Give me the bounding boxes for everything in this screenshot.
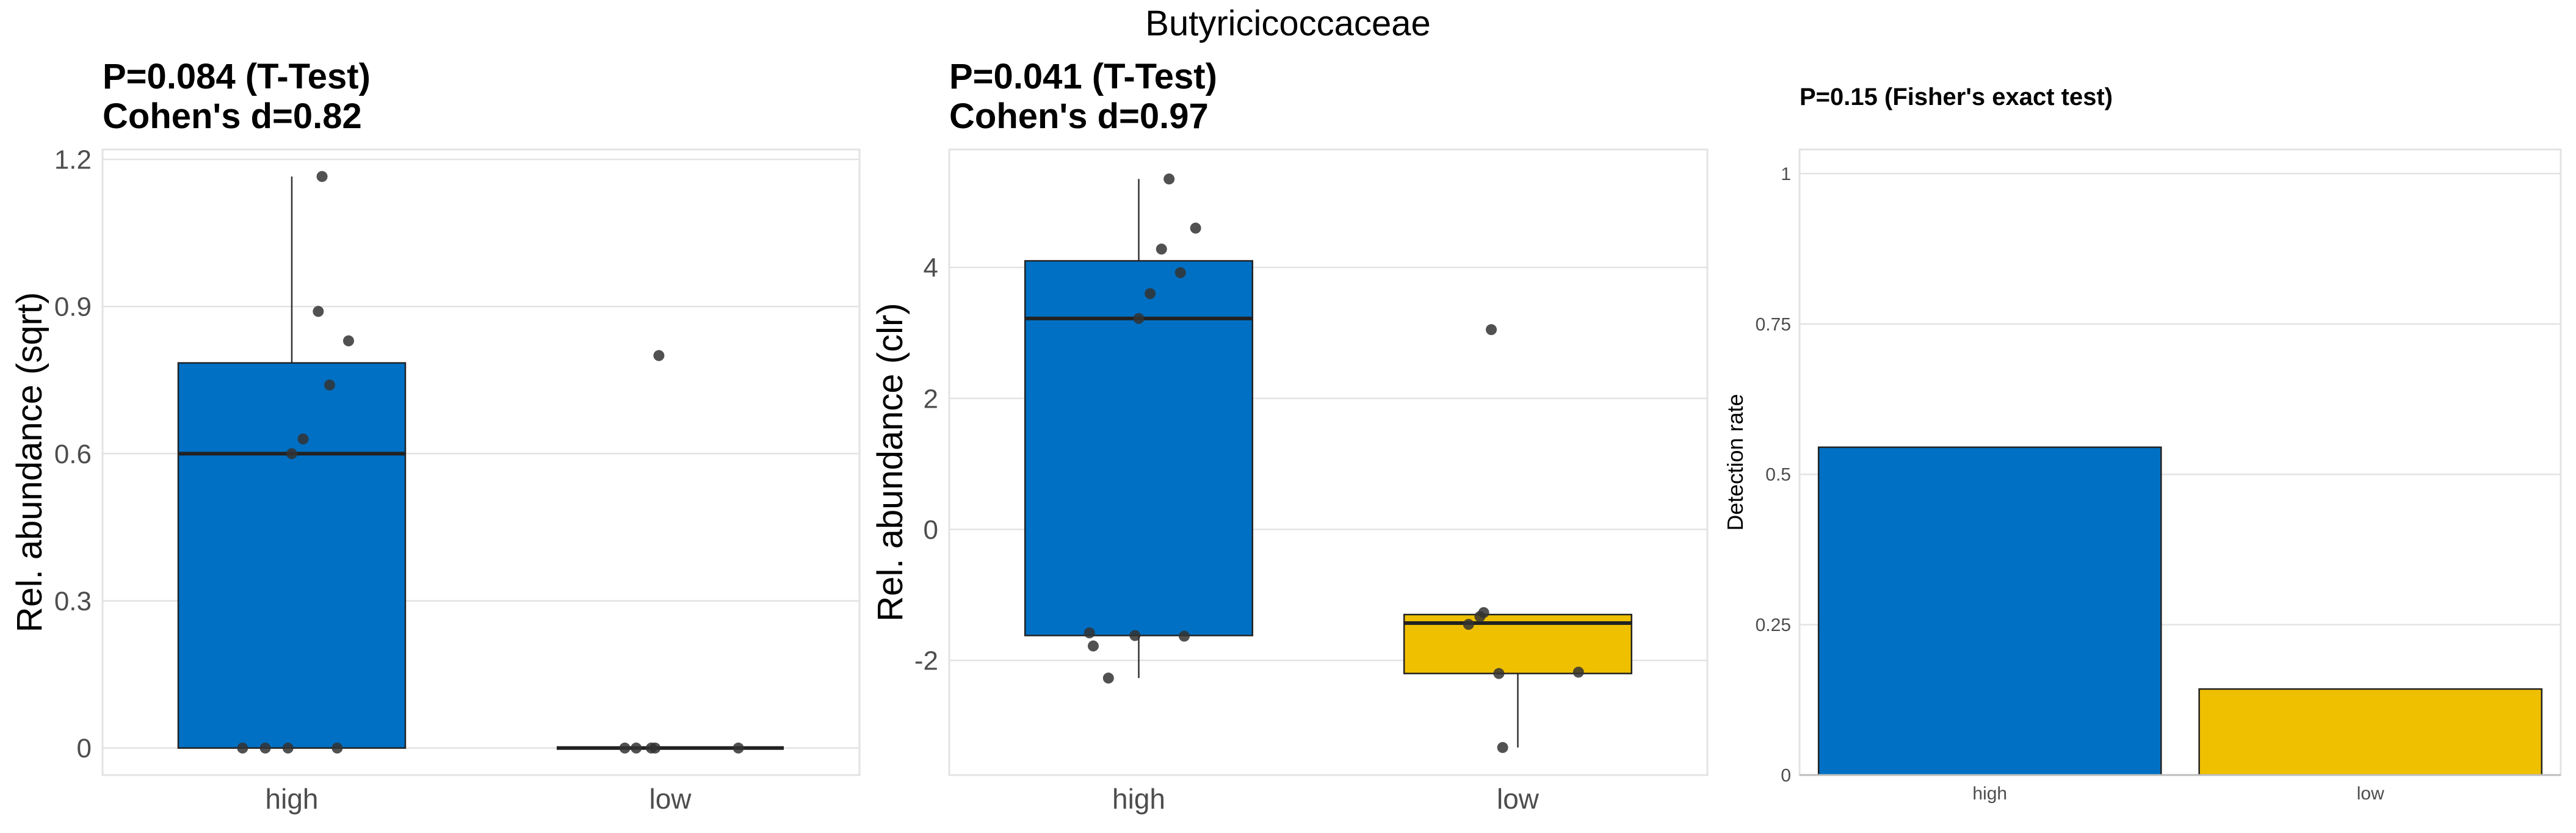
data-point-high [259, 742, 271, 754]
data-point-high [1129, 630, 1141, 641]
box-high [177, 362, 407, 749]
data-point-high [316, 171, 328, 182]
data-point-high [324, 379, 335, 391]
data-point-low [1474, 611, 1486, 622]
data-point-high [343, 335, 354, 347]
figure-title: Butyricicoccaceae [1145, 4, 1430, 43]
y-tick-label: 0.75 [1756, 314, 1791, 334]
x-tick-label: high [1972, 784, 2007, 804]
bar-low [2198, 688, 2543, 776]
data-point-high [237, 742, 248, 754]
plot-border [948, 148, 1709, 776]
plot-border [101, 148, 861, 776]
panel-title-line-1: P=0.15 (Fisher's exact test) [1800, 84, 2113, 110]
data-point-high [331, 742, 343, 754]
data-point-low [1493, 668, 1505, 679]
y-tick-label: 0.5 [1765, 465, 1791, 485]
y-tick-label: 0.3 [54, 586, 92, 616]
x-tick-label: low [2357, 784, 2384, 804]
data-point-low [649, 742, 661, 754]
y-tick-label: 4 [924, 253, 938, 283]
data-point-high [1145, 288, 1156, 300]
y-axis-label: Rel. abundance (sqrt) [10, 292, 49, 633]
panel-title-line-1: P=0.084 (T-Test) [103, 57, 371, 96]
y-tick-label: 1.2 [54, 145, 92, 175]
x-tick-label: low [1497, 783, 1539, 815]
data-point-high [1156, 243, 1167, 255]
panel-title-line-1: P=0.041 (T-Test) [949, 57, 1217, 96]
data-point-low [1497, 741, 1508, 753]
y-tick-label: 2 [924, 384, 938, 414]
panel-boxplot-sqrt: 0 0.3 0.6 0.9 1.2 high low P=0.084 (T-Test)Cohe… [10, 57, 861, 815]
y-tick-label: 0 [77, 734, 92, 763]
x-tick-label: high [266, 783, 319, 815]
data-point-high [1084, 627, 1095, 639]
data-point-low [631, 742, 642, 754]
data-point-high [1133, 312, 1145, 324]
data-point-high [313, 306, 324, 317]
data-point-high [286, 448, 297, 460]
data-point-high [1087, 640, 1099, 652]
data-point-high [1179, 630, 1190, 642]
y-tick-label: 0.9 [54, 292, 92, 322]
y-tick-label: 0 [924, 515, 938, 545]
panel-boxplot-clr: -2 0 2 4 high low P=0.041 (T-Test)Cohen's d=0.… [870, 57, 1709, 815]
x-tick-label: high [1112, 783, 1165, 815]
data-point-low [1486, 324, 1497, 336]
data-point-low [1463, 619, 1474, 630]
y-tick-label: -2 [914, 646, 938, 676]
y-tick-label: 1 [1781, 164, 1791, 184]
panel-title-line-2: Cohen's d=0.82 [103, 96, 362, 136]
data-point-high [1190, 222, 1201, 234]
y-tick-label: 0.6 [54, 439, 92, 469]
panel-title-line-2: Cohen's d=0.97 [949, 96, 1209, 136]
data-point-high [1174, 267, 1186, 278]
data-point-low [1572, 666, 1584, 678]
panel-detection-rate-bar: 0 0.25 0.5 0.75 1 high low P=0.15 (Fisher's exa… [1723, 84, 2562, 804]
y-axis-label: Rel. abundance (clr) [870, 303, 910, 621]
x-tick-label: low [649, 783, 692, 815]
y-tick-label: 0.25 [1756, 615, 1791, 635]
data-point-high [282, 742, 294, 754]
data-point-high [1102, 673, 1114, 684]
data-point-low [619, 742, 631, 754]
bar-high [1817, 446, 2162, 776]
data-point-low [733, 742, 744, 754]
data-point-low [653, 350, 665, 361]
y-axis-label: Detection rate [1723, 394, 1748, 530]
y-tick-label: 0 [1781, 766, 1791, 786]
data-point-high [297, 433, 309, 445]
data-point-high [1163, 173, 1175, 185]
